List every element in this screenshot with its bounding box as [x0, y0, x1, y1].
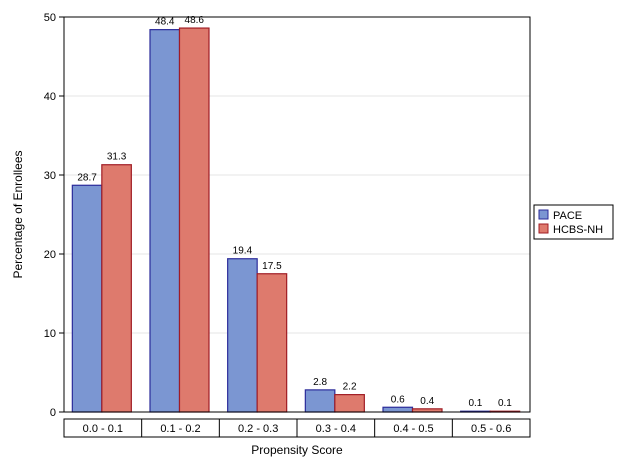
plot-frame [63, 16, 531, 413]
legend-label: PACE [553, 210, 582, 222]
bar-pace [149, 29, 181, 413]
legend-swatch [538, 209, 549, 220]
data-label: 31.3 [107, 152, 127, 163]
bar-hcbs-nh [256, 273, 288, 413]
data-label: 17.5 [262, 261, 282, 272]
bar-hcbs-nh [178, 27, 210, 413]
x-tick-label: 0.3 - 0.4 [316, 423, 356, 435]
data-label: 0.1 [498, 398, 512, 409]
data-label: 2.2 [343, 382, 357, 393]
y-tick-label: 10 [44, 328, 56, 340]
y-tick-label: 20 [44, 249, 56, 261]
bar-pace [382, 406, 414, 413]
data-label: 2.8 [313, 377, 327, 388]
gridlines [64, 95, 530, 334]
data-label: 28.7 [77, 172, 97, 183]
legend: PACE HCBS-NH [533, 204, 614, 240]
y-tick-label: 50 [44, 12, 56, 24]
x-tick-label: 0.4 - 0.5 [393, 423, 433, 435]
y-tick-label: 40 [44, 91, 56, 103]
y-axis: 0 10 20 30 40 50 [44, 12, 64, 419]
data-label: 48.4 [155, 17, 175, 28]
data-label: 19.4 [233, 246, 253, 257]
y-tick-label: 0 [50, 407, 56, 419]
data-label: 0.4 [420, 396, 434, 407]
data-label: 0.6 [391, 394, 405, 405]
x-tick-label: 0.2 - 0.3 [238, 423, 278, 435]
bars [71, 27, 521, 413]
x-axis-category-table: 0.0 - 0.1 0.1 - 0.2 0.2 - 0.3 0.3 - 0.4 0.4 … [63, 418, 531, 438]
legend-swatch [538, 223, 549, 234]
bar-pace [71, 184, 103, 413]
x-tick-label: 0.5 - 0.6 [471, 423, 511, 435]
bar-pace [227, 258, 258, 413]
bar-hcbs-nh [334, 394, 365, 413]
data-label: 48.6 [185, 15, 205, 26]
x-axis-title: Propensity Score [251, 443, 343, 457]
data-labels: 28.7 48.4 19.4 2.8 0.6 0.1 31.3 48.6 17.5 2.2 0.4 0… [77, 15, 512, 409]
y-axis-title: Percentage of Enrollees [11, 150, 25, 278]
bar-hcbs-nh [101, 164, 132, 413]
x-tick-label: 0.1 - 0.2 [160, 423, 200, 435]
legend-label: HCBS-NH [553, 224, 603, 236]
bar-pace [304, 389, 336, 413]
data-label: 0.1 [468, 398, 482, 409]
x-tick-label: 0.0 - 0.1 [83, 423, 123, 435]
y-tick-label: 30 [44, 170, 56, 182]
